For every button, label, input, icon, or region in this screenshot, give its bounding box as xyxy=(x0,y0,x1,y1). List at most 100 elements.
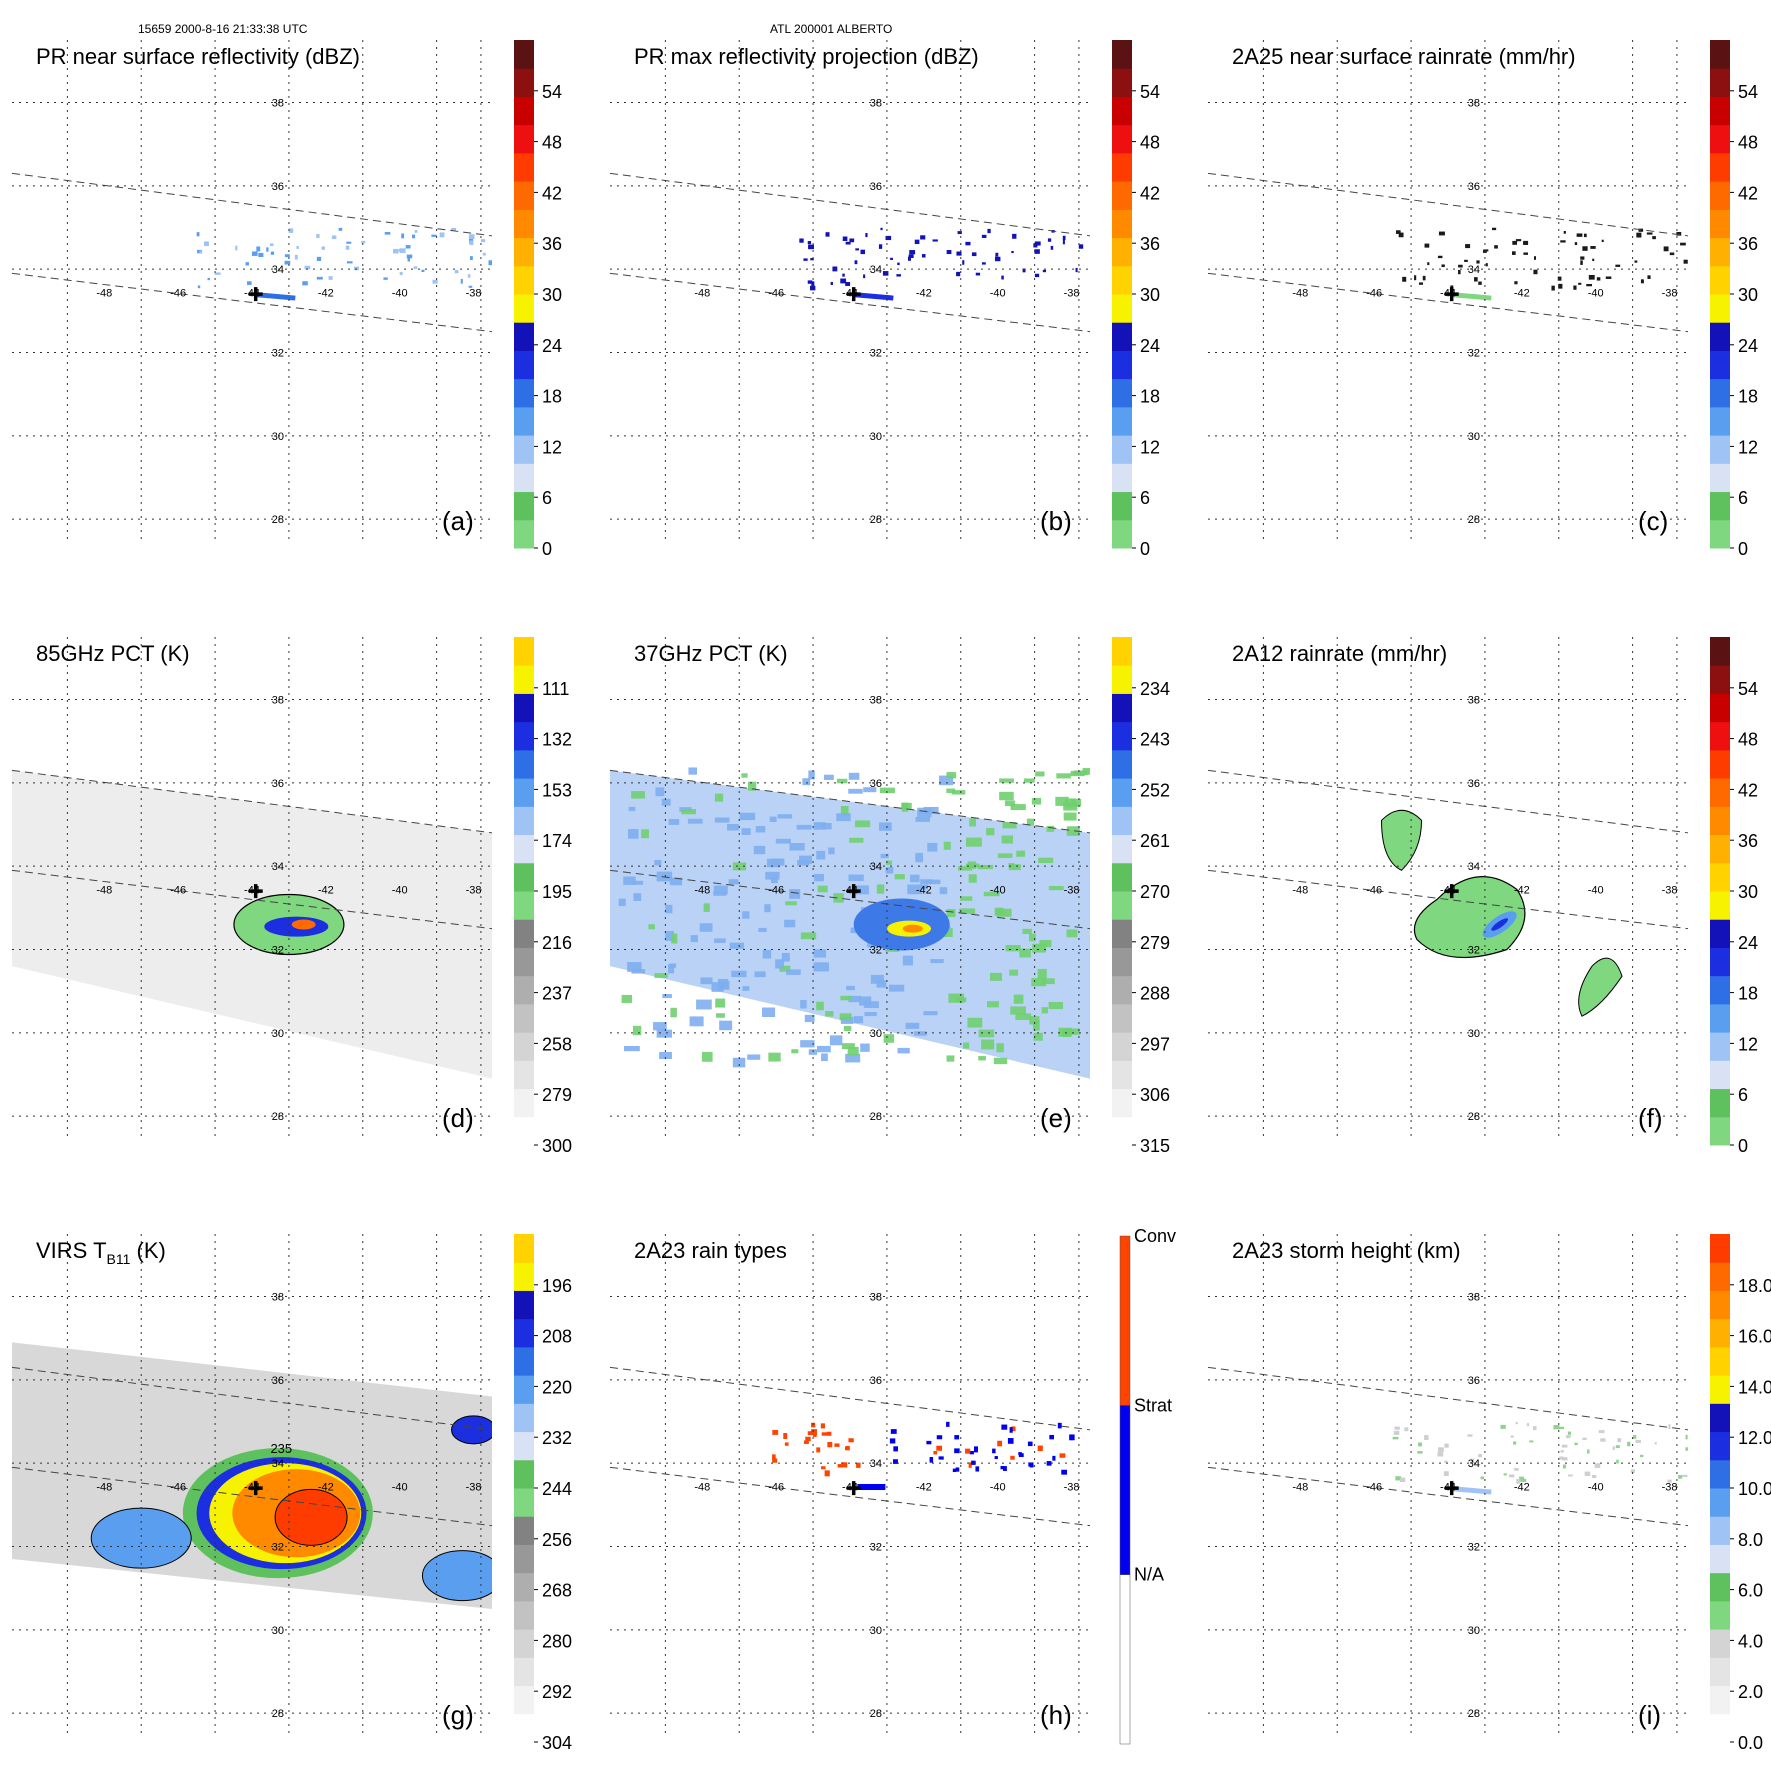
rain-area xyxy=(1413,876,1526,959)
pixel-cell xyxy=(910,874,920,883)
echo-pixel xyxy=(406,254,413,259)
pixel-cell xyxy=(618,898,626,907)
storm-center-marker xyxy=(248,287,263,302)
colorbar-segment xyxy=(1710,1685,1730,1715)
echo-pixel xyxy=(1515,1421,1518,1425)
pixel-cell xyxy=(1031,798,1042,805)
lon-tick-label: -40 xyxy=(1588,884,1604,896)
echo-pixel xyxy=(1562,1464,1567,1469)
pixel-cell xyxy=(983,891,1000,897)
colorbar-segment xyxy=(1112,491,1132,521)
echo-pixel xyxy=(338,227,343,231)
colorbar-tick-label: 42 xyxy=(1738,183,1758,203)
colorbar-segment xyxy=(514,378,534,408)
colorbar-tick-label: 216 xyxy=(542,933,572,953)
echo-pixel xyxy=(316,256,322,262)
echo-pixel xyxy=(1616,1459,1619,1464)
echo-pixel xyxy=(1615,264,1621,267)
pixel-cell xyxy=(848,874,864,882)
rain-pixel xyxy=(973,1446,978,1453)
pixel-cell xyxy=(888,984,905,992)
lon-tick-label: -42 xyxy=(318,884,334,896)
colorbar-tick-label: 30 xyxy=(1140,285,1160,305)
echo-pixel xyxy=(1594,1463,1601,1469)
pixel-cell xyxy=(1041,1007,1048,1014)
lon-tick-label: -38 xyxy=(466,1481,482,1493)
echo-pixel xyxy=(860,249,866,255)
pixel-cell xyxy=(1041,978,1055,985)
echo-pixel xyxy=(1586,284,1593,287)
lat-tick-label: 38 xyxy=(1468,98,1480,110)
colorbar-segment xyxy=(1112,68,1132,97)
colorbar-segment xyxy=(1710,721,1730,751)
pixel-cell xyxy=(627,962,642,972)
pixel-cell xyxy=(668,819,680,825)
lon-tick-label: -42 xyxy=(318,287,334,299)
echo-pixel xyxy=(1592,258,1595,262)
panel-title: VIRS TB11 (K) xyxy=(36,1238,166,1267)
colorbar-segment xyxy=(1112,463,1132,493)
colorbar-segment xyxy=(514,181,534,210)
pixel-cell xyxy=(665,930,675,941)
colorbar-segment xyxy=(1710,1516,1730,1545)
echo-pixel xyxy=(885,235,892,241)
colorbar-segment xyxy=(514,209,534,239)
echo-pixel xyxy=(405,245,411,249)
rain-band xyxy=(1381,809,1423,871)
colorbar-segment xyxy=(514,265,534,295)
pixel-cell xyxy=(764,904,771,913)
lat-tick-label: 38 xyxy=(870,1292,882,1304)
map-area xyxy=(12,637,492,1137)
echo-pixel xyxy=(880,227,883,231)
colorbar-segment xyxy=(1710,152,1730,182)
pixel-cell xyxy=(808,1049,818,1055)
colorbar-tick-label: 6 xyxy=(1738,488,1748,508)
panel-letter: (d) xyxy=(442,1103,474,1133)
rain-pixel xyxy=(837,1464,843,1468)
pixel-cell xyxy=(907,884,923,895)
lat-tick-label: 38 xyxy=(1468,1292,1480,1304)
pixel-cell xyxy=(728,879,739,885)
colorbar-tick-label: 252 xyxy=(1140,780,1170,800)
lon-tick-label: -40 xyxy=(990,884,1006,896)
echo-pixel xyxy=(1062,235,1066,240)
colorbar-segment xyxy=(514,975,534,1005)
rain-pixel xyxy=(955,1467,960,1472)
echo-pixel xyxy=(266,247,269,252)
echo-pixel xyxy=(1573,285,1577,290)
colorbar-tick-label: 18 xyxy=(1738,984,1758,1004)
colorbar-segment xyxy=(1112,919,1132,948)
rain-pixel xyxy=(954,1435,960,1440)
pixel-cell xyxy=(671,933,678,944)
colorbar-segment xyxy=(1710,1060,1730,1090)
echo-pixel xyxy=(863,274,866,279)
colorbar: 304 292 280 268 256 244 232 220 208 196 xyxy=(514,1234,572,1753)
pixel-cell xyxy=(762,1007,776,1017)
echo-pixel xyxy=(1633,1434,1637,1439)
colorbar-segment xyxy=(1710,1116,1730,1146)
cloud-southeast xyxy=(421,1550,492,1602)
pixel-cell xyxy=(802,778,811,786)
lat-tick-label: 34 xyxy=(272,264,284,276)
pixel-cell xyxy=(978,1029,995,1038)
colorbar-segment xyxy=(514,152,534,182)
cloud-top xyxy=(274,1488,348,1546)
colorbar: 0.0 2.0 4.0 6.0 8.0 10.0 12.0 14.0 16.0 18.0 xyxy=(1710,1234,1771,1753)
pixel-cell xyxy=(939,775,954,786)
lat-tick-label: 32 xyxy=(1468,348,1480,360)
echo-pixel xyxy=(1395,230,1401,234)
panel-title: 37GHz PCT (K) xyxy=(634,641,788,666)
lat-tick-label: 36 xyxy=(870,1375,882,1387)
colorbar-segment xyxy=(514,1403,534,1433)
colorbar-tick-label: 18 xyxy=(1140,387,1160,407)
pixel-cell xyxy=(1023,778,1035,783)
colorbar-segment xyxy=(514,1032,534,1061)
echo-pixel xyxy=(346,241,352,244)
rain-pixel xyxy=(890,1429,897,1434)
pixel-cell xyxy=(1048,885,1064,891)
contour-label: 235 xyxy=(270,1441,292,1456)
echo-pixel xyxy=(1465,244,1471,249)
colorbar-segment xyxy=(1710,1375,1730,1404)
pixel-cell xyxy=(825,1011,834,1017)
echo-pixel xyxy=(896,274,901,277)
